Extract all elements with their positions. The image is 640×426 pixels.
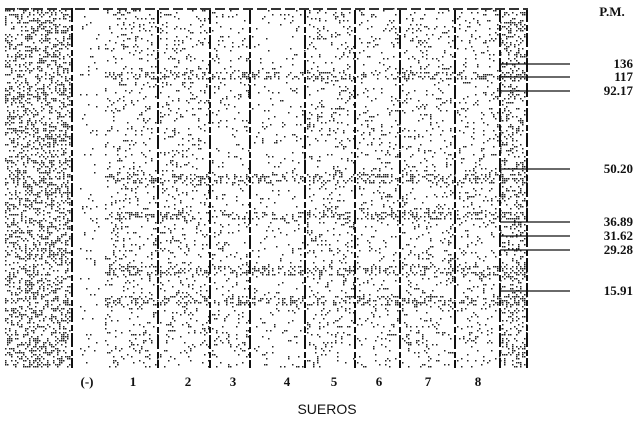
lane-label: 1 bbox=[130, 374, 137, 389]
blot-image bbox=[5, 8, 528, 368]
lane-label: 4 bbox=[284, 374, 291, 389]
lane-speckle bbox=[500, 8, 528, 368]
marker-label: 15.91 bbox=[604, 283, 633, 298]
lane-speckle bbox=[357, 8, 401, 368]
lane-speckle bbox=[5, 8, 71, 368]
lane-speckle bbox=[212, 8, 250, 368]
lane-labels: (-) 1 2 3 4 5 6 7 8 bbox=[81, 374, 482, 389]
lane-label: 6 bbox=[376, 374, 383, 389]
lane-label: 3 bbox=[230, 374, 237, 389]
axis-caption: SUEROS bbox=[297, 401, 356, 417]
lane-label: 2 bbox=[185, 374, 192, 389]
marker-label: 36.89 bbox=[604, 214, 634, 229]
marker-label: 50.20 bbox=[604, 161, 633, 176]
marker-header: P.M. bbox=[599, 4, 625, 19]
lane-speckle bbox=[80, 16, 100, 364]
marker-label: 92.17 bbox=[604, 83, 634, 98]
marker-label: 136 bbox=[614, 56, 634, 71]
lane-speckle bbox=[105, 8, 159, 368]
lane-label: 7 bbox=[425, 374, 432, 389]
marker-label: 31.62 bbox=[604, 228, 633, 243]
marker-label: 117 bbox=[614, 69, 633, 84]
marker-label: 29.28 bbox=[604, 242, 634, 257]
lane-speckle bbox=[457, 8, 501, 368]
lane-speckle bbox=[402, 8, 456, 368]
lane-label: 5 bbox=[331, 374, 338, 389]
lane-speckle bbox=[252, 8, 306, 368]
lane-label: 8 bbox=[475, 374, 482, 389]
lane-speckle bbox=[160, 8, 210, 368]
lane-speckle bbox=[307, 10, 355, 368]
lane-label: (-) bbox=[81, 374, 94, 389]
